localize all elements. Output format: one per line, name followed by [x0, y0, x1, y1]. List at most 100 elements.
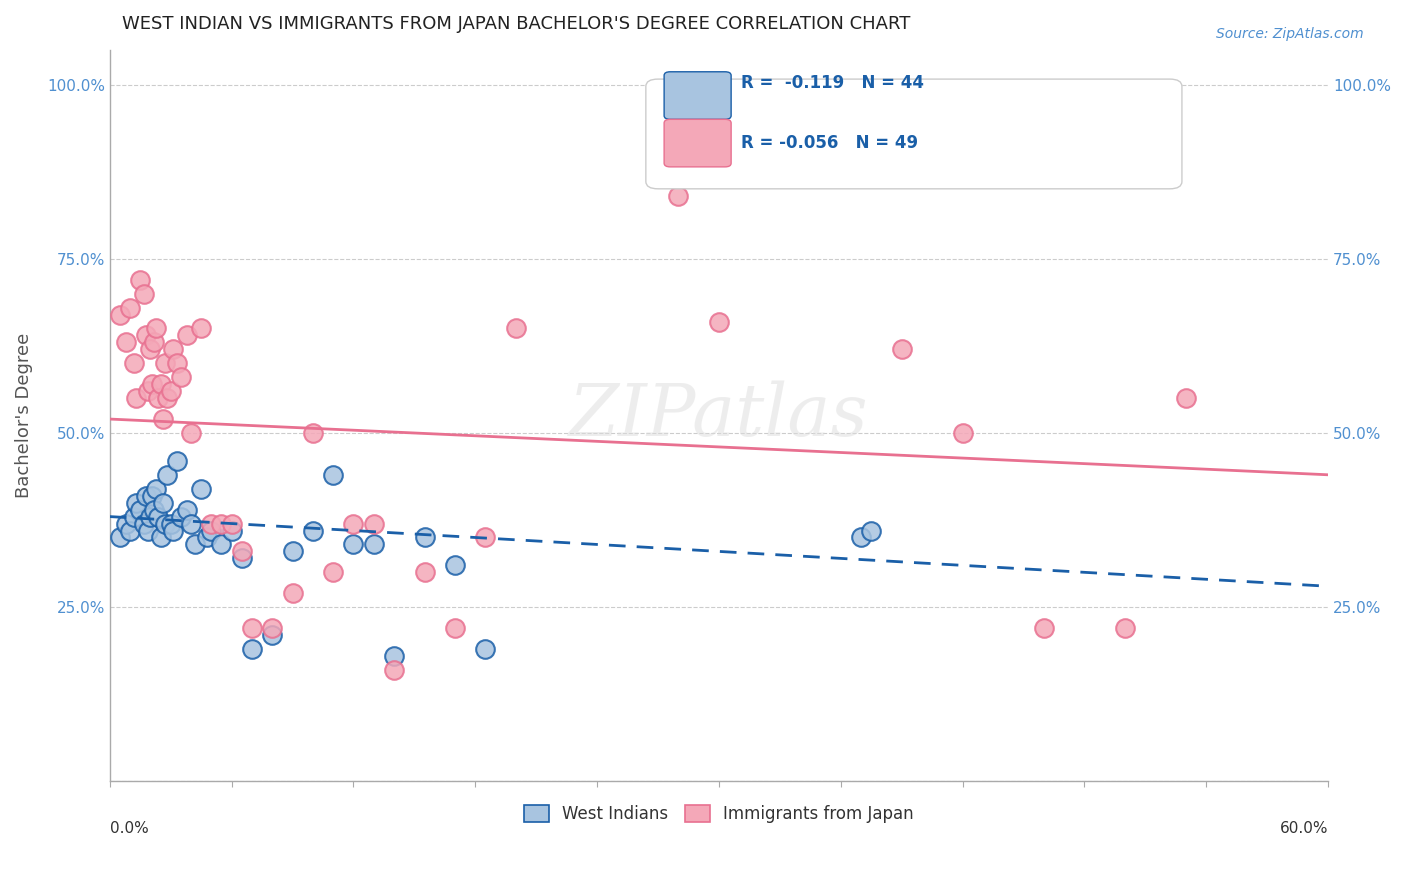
Point — [231, 544, 253, 558]
Point — [240, 642, 263, 657]
Point — [115, 516, 138, 531]
Point — [262, 628, 284, 642]
Legend: West Indians, Immigrants from Japan: West Indians, Immigrants from Japan — [516, 797, 922, 831]
Point — [170, 370, 193, 384]
Point — [120, 301, 142, 315]
Point — [108, 308, 131, 322]
Point — [209, 516, 232, 531]
Point — [139, 509, 162, 524]
Point — [231, 551, 253, 566]
Point — [301, 425, 323, 440]
Point — [136, 384, 159, 399]
Point — [141, 489, 163, 503]
Point — [1114, 621, 1136, 635]
Point — [152, 496, 174, 510]
Point — [176, 328, 198, 343]
Point — [134, 516, 156, 531]
Point — [1032, 621, 1054, 635]
Point — [322, 467, 344, 482]
Point — [134, 286, 156, 301]
Text: ZIPatlas: ZIPatlas — [569, 380, 869, 450]
Point — [262, 621, 284, 635]
Point — [952, 425, 974, 440]
Point — [363, 516, 385, 531]
Point — [153, 356, 176, 370]
Point — [139, 343, 162, 357]
Point — [444, 621, 467, 635]
Point — [342, 537, 364, 551]
Text: R = -0.056   N = 49: R = -0.056 N = 49 — [741, 135, 918, 153]
Point — [474, 642, 496, 657]
Point — [221, 524, 243, 538]
Point — [166, 356, 188, 370]
Point — [122, 509, 145, 524]
Point — [860, 524, 883, 538]
Point — [149, 531, 172, 545]
Point — [200, 516, 222, 531]
Point — [159, 384, 181, 399]
Point — [166, 454, 188, 468]
FancyBboxPatch shape — [645, 79, 1182, 189]
Point — [108, 531, 131, 545]
Point — [240, 621, 263, 635]
Point — [136, 524, 159, 538]
Point — [707, 314, 730, 328]
Point — [281, 586, 304, 600]
Point — [444, 558, 467, 573]
Point — [382, 648, 405, 663]
Text: WEST INDIAN VS IMMIGRANTS FROM JAPAN BACHELOR'S DEGREE CORRELATION CHART: WEST INDIAN VS IMMIGRANTS FROM JAPAN BAC… — [122, 15, 910, 33]
Point — [190, 482, 212, 496]
Point — [153, 516, 176, 531]
Point — [120, 524, 142, 538]
Point — [1175, 391, 1198, 405]
Point — [180, 516, 202, 531]
Text: R =  -0.119   N = 44: R = -0.119 N = 44 — [741, 74, 924, 92]
Point — [155, 391, 177, 405]
Point — [382, 663, 405, 677]
Point — [505, 321, 527, 335]
Point — [176, 502, 198, 516]
Point — [141, 377, 163, 392]
Point — [474, 531, 496, 545]
Point — [135, 328, 157, 343]
Point — [170, 509, 193, 524]
Point — [209, 537, 232, 551]
Point — [155, 467, 177, 482]
Point — [135, 489, 157, 503]
FancyBboxPatch shape — [664, 71, 731, 120]
Point — [190, 321, 212, 335]
Point — [180, 425, 202, 440]
Text: 60.0%: 60.0% — [1279, 821, 1329, 836]
Point — [145, 482, 167, 496]
Point — [162, 343, 184, 357]
Point — [129, 273, 152, 287]
Text: 0.0%: 0.0% — [110, 821, 149, 836]
Point — [221, 516, 243, 531]
Point — [125, 391, 148, 405]
Y-axis label: Bachelor's Degree: Bachelor's Degree — [15, 333, 32, 499]
Point — [890, 343, 912, 357]
Point — [342, 516, 364, 531]
Point — [143, 335, 166, 350]
Point — [184, 537, 207, 551]
Point — [129, 502, 152, 516]
Point — [849, 531, 872, 545]
Point — [363, 537, 385, 551]
Point — [281, 544, 304, 558]
Point — [149, 377, 172, 392]
Point — [152, 412, 174, 426]
Point — [125, 496, 148, 510]
Point — [301, 524, 323, 538]
Point — [195, 531, 218, 545]
Point — [666, 189, 689, 203]
Point — [159, 516, 181, 531]
Point — [413, 531, 436, 545]
Text: Source: ZipAtlas.com: Source: ZipAtlas.com — [1216, 27, 1364, 41]
Point — [162, 524, 184, 538]
Point — [143, 502, 166, 516]
Point — [115, 335, 138, 350]
Point — [145, 321, 167, 335]
FancyBboxPatch shape — [664, 120, 731, 167]
Point — [122, 356, 145, 370]
Point — [148, 391, 170, 405]
